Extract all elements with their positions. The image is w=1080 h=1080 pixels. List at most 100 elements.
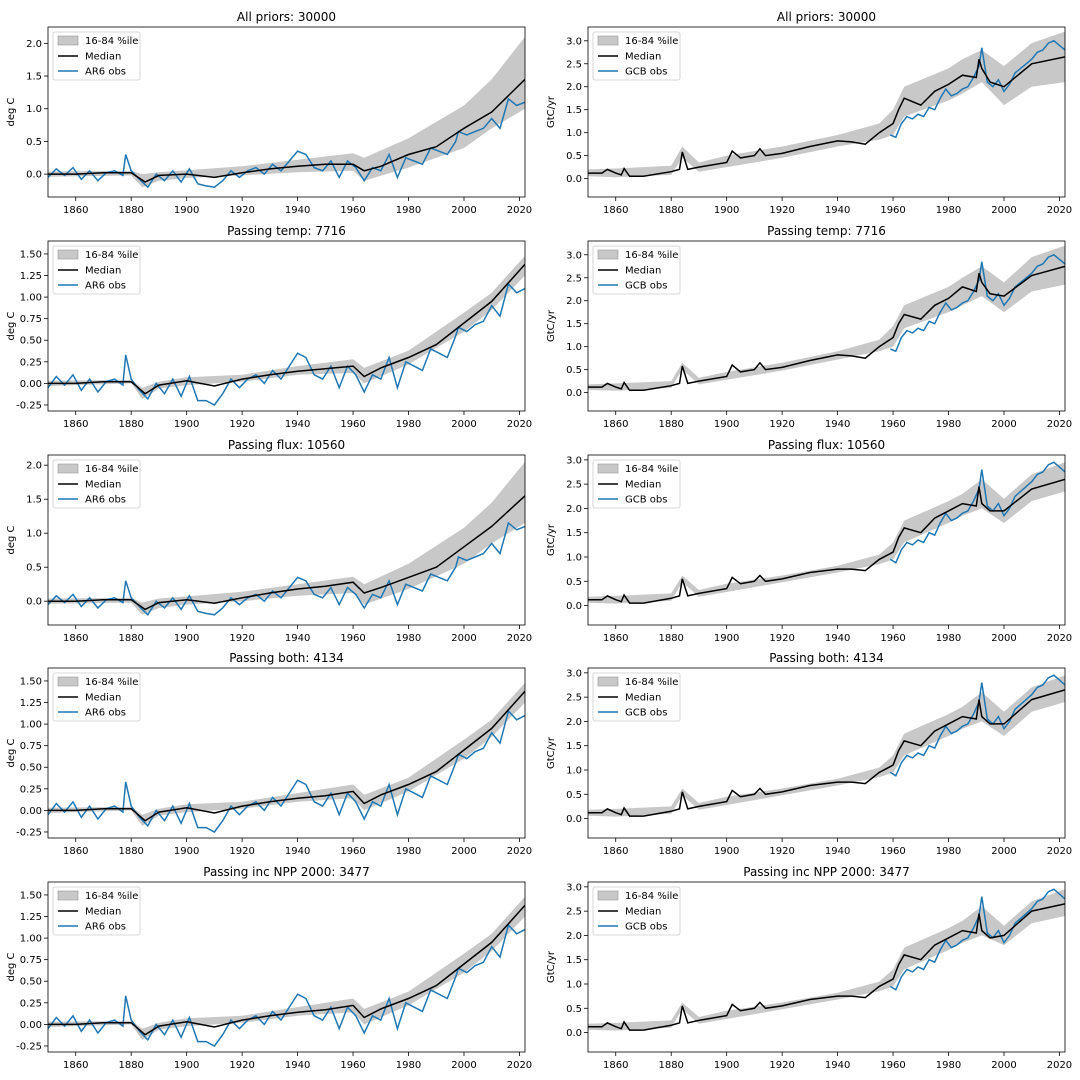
legend-median-label: Median <box>625 266 661 277</box>
legend-obs-label: AR6 obs <box>85 495 126 506</box>
x-tick-label: 1940 <box>285 846 310 857</box>
y-tick-label: 2.5 <box>566 693 582 704</box>
axes-frame <box>47 667 526 839</box>
x-tick-label: 2020 <box>1047 633 1072 644</box>
legend-median-label: Median <box>85 907 121 918</box>
y-axis-label: deg C <box>6 738 17 767</box>
y-tick-label: 1.5 <box>566 955 582 966</box>
legend-band-swatch <box>597 676 619 687</box>
median-line <box>48 78 525 183</box>
x-tick-label: 1860 <box>63 1060 88 1071</box>
x-tick-label: 1980 <box>396 1060 421 1071</box>
y-tick-label: 2.0 <box>566 717 582 728</box>
x-tick-label: 1900 <box>174 205 199 216</box>
obs-line <box>890 39 1065 139</box>
x-tick-label: 1900 <box>714 1060 739 1071</box>
y-tick-label: 1.5 <box>566 741 582 752</box>
legend-obs-label: AR6 obs <box>85 281 126 292</box>
x-tick-label: 1940 <box>285 419 310 430</box>
axes-frame <box>47 454 526 626</box>
legend-band-swatch <box>57 249 79 260</box>
x-tick-label: 1920 <box>769 419 794 430</box>
legend-band-label: 16-84 %ile <box>625 891 678 902</box>
legend-obs-label: GCB obs <box>625 708 667 719</box>
y-tick-label: 1.5 <box>26 495 42 506</box>
chart-panel: Passing inc NPP 2000: 3477 deg C 1860 1880 1… <box>6 865 532 1071</box>
legend-band-label: 16-84 %ile <box>625 677 678 688</box>
x-tick-label: 1960 <box>340 633 365 644</box>
y-tick-label: 0.50 <box>20 336 42 347</box>
y-tick-label: 0.75 <box>20 741 42 752</box>
legend-band-label: 16-84 %ile <box>85 891 138 902</box>
y-tick-label: 0.0 <box>566 601 582 612</box>
legend-obs-label: GCB obs <box>625 495 667 506</box>
obs-line <box>890 253 1065 353</box>
y-tick-label: 2.5 <box>566 480 582 491</box>
legend-band-label: 16-84 %ile <box>625 250 678 261</box>
x-tick-label: 1980 <box>936 1060 961 1071</box>
legend-median-label: Median <box>85 693 121 704</box>
x-tick-label: 1900 <box>174 1060 199 1071</box>
y-tick-label: 1.25 <box>20 271 42 282</box>
x-tick-label: 2020 <box>507 419 532 430</box>
y-tick-label: 1.0 <box>566 766 582 777</box>
x-tick-label: 2000 <box>451 205 476 216</box>
y-tick-label: 2.0 <box>566 504 582 515</box>
legend-band-label: 16-84 %ile <box>85 250 138 261</box>
x-tick-label: 1940 <box>285 1060 310 1071</box>
plot-area <box>48 36 525 189</box>
x-tick-label: 1960 <box>340 205 365 216</box>
y-tick-label: 0.75 <box>20 955 42 966</box>
x-tick-label: 1920 <box>229 1060 254 1071</box>
x-tick-label: 1920 <box>229 205 254 216</box>
y-tick-label: 0.0 <box>566 814 582 825</box>
x-tick-label: 1960 <box>340 846 365 857</box>
legend-median-label: Median <box>625 480 661 491</box>
y-tick-label: 2.0 <box>566 82 582 93</box>
chart-title: All priors: 30000 <box>237 10 336 24</box>
plot-area <box>588 31 1065 178</box>
x-tick-label: 1860 <box>63 205 88 216</box>
x-tick-label: 1980 <box>936 846 961 857</box>
x-tick-label: 1860 <box>603 1060 628 1071</box>
legend-band-swatch <box>597 35 619 46</box>
legend-band-swatch <box>597 463 619 474</box>
x-tick-label: 2000 <box>451 1060 476 1071</box>
y-axis-label: deg C <box>6 311 17 340</box>
y-tick-label: 1.25 <box>20 912 42 923</box>
x-tick-label: 1860 <box>603 205 628 216</box>
median-line <box>48 495 525 611</box>
y-tick-label: 2.0 <box>566 296 582 307</box>
x-tick-label: 1920 <box>769 633 794 644</box>
y-tick-label: 3.0 <box>566 668 582 679</box>
chart-title: Passing temp: 7716 <box>767 224 886 238</box>
plot-area <box>588 674 1065 817</box>
y-axis-label: deg C <box>6 97 17 126</box>
x-tick-label: 1900 <box>714 846 739 857</box>
axes-frame <box>587 26 1066 198</box>
legend-band-swatch <box>597 249 619 260</box>
y-axis-label: GtC/yr <box>546 523 557 556</box>
plot-area <box>48 461 525 616</box>
legend-obs-label: AR6 obs <box>85 708 126 719</box>
legend-median-label: Median <box>625 907 661 918</box>
legend-obs-label: GCB obs <box>625 922 667 933</box>
median-line <box>48 263 525 395</box>
obs-line <box>48 521 525 616</box>
x-tick-label: 1980 <box>396 846 421 857</box>
x-tick-label: 1880 <box>658 846 683 857</box>
chart-title: Passing flux: 10560 <box>768 438 885 452</box>
legend-obs-label: AR6 obs <box>85 67 126 78</box>
axes-frame <box>47 881 526 1053</box>
y-tick-label: 0.25 <box>20 357 42 368</box>
legend-median-label: Median <box>625 693 661 704</box>
y-tick-label: 1.0 <box>566 128 582 139</box>
axes-frame <box>587 667 1066 839</box>
x-tick-label: 1900 <box>174 419 199 430</box>
y-tick-label: 0.00 <box>20 1020 42 1031</box>
y-tick-label: 1.5 <box>566 105 582 116</box>
legend-band-swatch <box>57 890 79 901</box>
plot-area <box>48 255 525 406</box>
y-tick-label: -0.25 <box>16 1041 42 1052</box>
